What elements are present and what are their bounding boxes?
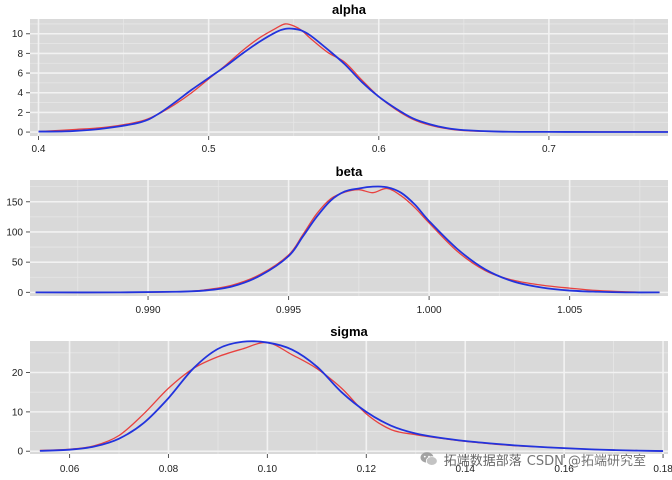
x-tick-label: 0.06 <box>60 464 80 475</box>
density-line-1 <box>35 187 660 294</box>
x-tick-label: 0.6 <box>372 144 386 155</box>
panel-title: sigma <box>330 324 368 339</box>
panel-title: beta <box>336 164 364 179</box>
chart-panel-beta: beta 0.990 0.995 1.000 1.005 0 50 100 150 <box>6 164 668 316</box>
y-tick-label: 8 <box>17 49 23 60</box>
y-tick-label: 150 <box>6 197 23 208</box>
x-tick-label: 0.7 <box>542 144 556 155</box>
x-tick-label: 1.005 <box>557 305 582 316</box>
y-tick-label: 6 <box>17 69 23 80</box>
x-tick-label: 0.4 <box>32 144 46 155</box>
x-tick-label: 0.5 <box>202 144 216 155</box>
y-tick-label: 50 <box>12 258 24 269</box>
x-tick-label: 0.16 <box>554 464 574 475</box>
y-tick-label: 20 <box>12 368 24 379</box>
y-tick-label: 10 <box>12 407 24 418</box>
x-tick-label: 0.18 <box>653 464 672 475</box>
watermark: 拓端数据部落 CSDN @拓端研究室 <box>419 449 646 469</box>
panel-background <box>30 341 668 454</box>
x-tick-label: 1.000 <box>417 305 442 316</box>
x-tick-label: 0.12 <box>357 464 377 475</box>
watermark-text: CSDN @拓端研究室 <box>526 453 646 469</box>
x-tick-label: 0.995 <box>276 305 301 316</box>
y-tick-label: 0 <box>17 288 23 299</box>
x-tick-label: 0.08 <box>159 464 179 475</box>
density-line-2 <box>38 27 669 133</box>
x-tick-label: 0.10 <box>258 464 278 475</box>
y-tick-label: 100 <box>6 227 23 238</box>
panel-background <box>30 19 668 136</box>
chart-panel-sigma: sigma 0.06 0.08 0.10 0.12 0.14 0.16 0.18 0 10 20 <box>12 324 672 475</box>
x-tick-label: 0.14 <box>455 464 475 475</box>
density-line-2 <box>35 185 660 294</box>
density-line-2 <box>39 340 664 452</box>
y-tick-label: 0 <box>17 447 23 458</box>
y-tick-label: 4 <box>17 88 23 99</box>
y-tick-label: 10 <box>12 29 24 40</box>
chart-panel-alpha: alpha 0.4 0.5 0.6 0.7 0 2 4 6 8 10 <box>12 2 669 155</box>
wechat-icon <box>420 452 438 466</box>
panel-title: alpha <box>332 2 367 17</box>
y-tick-label: 0 <box>17 128 23 139</box>
panel-background <box>30 180 668 296</box>
y-tick-label: 2 <box>17 108 23 119</box>
x-tick-label: 0.990 <box>136 305 161 316</box>
watermark-logo-text: 拓端数据部落 <box>443 453 522 469</box>
